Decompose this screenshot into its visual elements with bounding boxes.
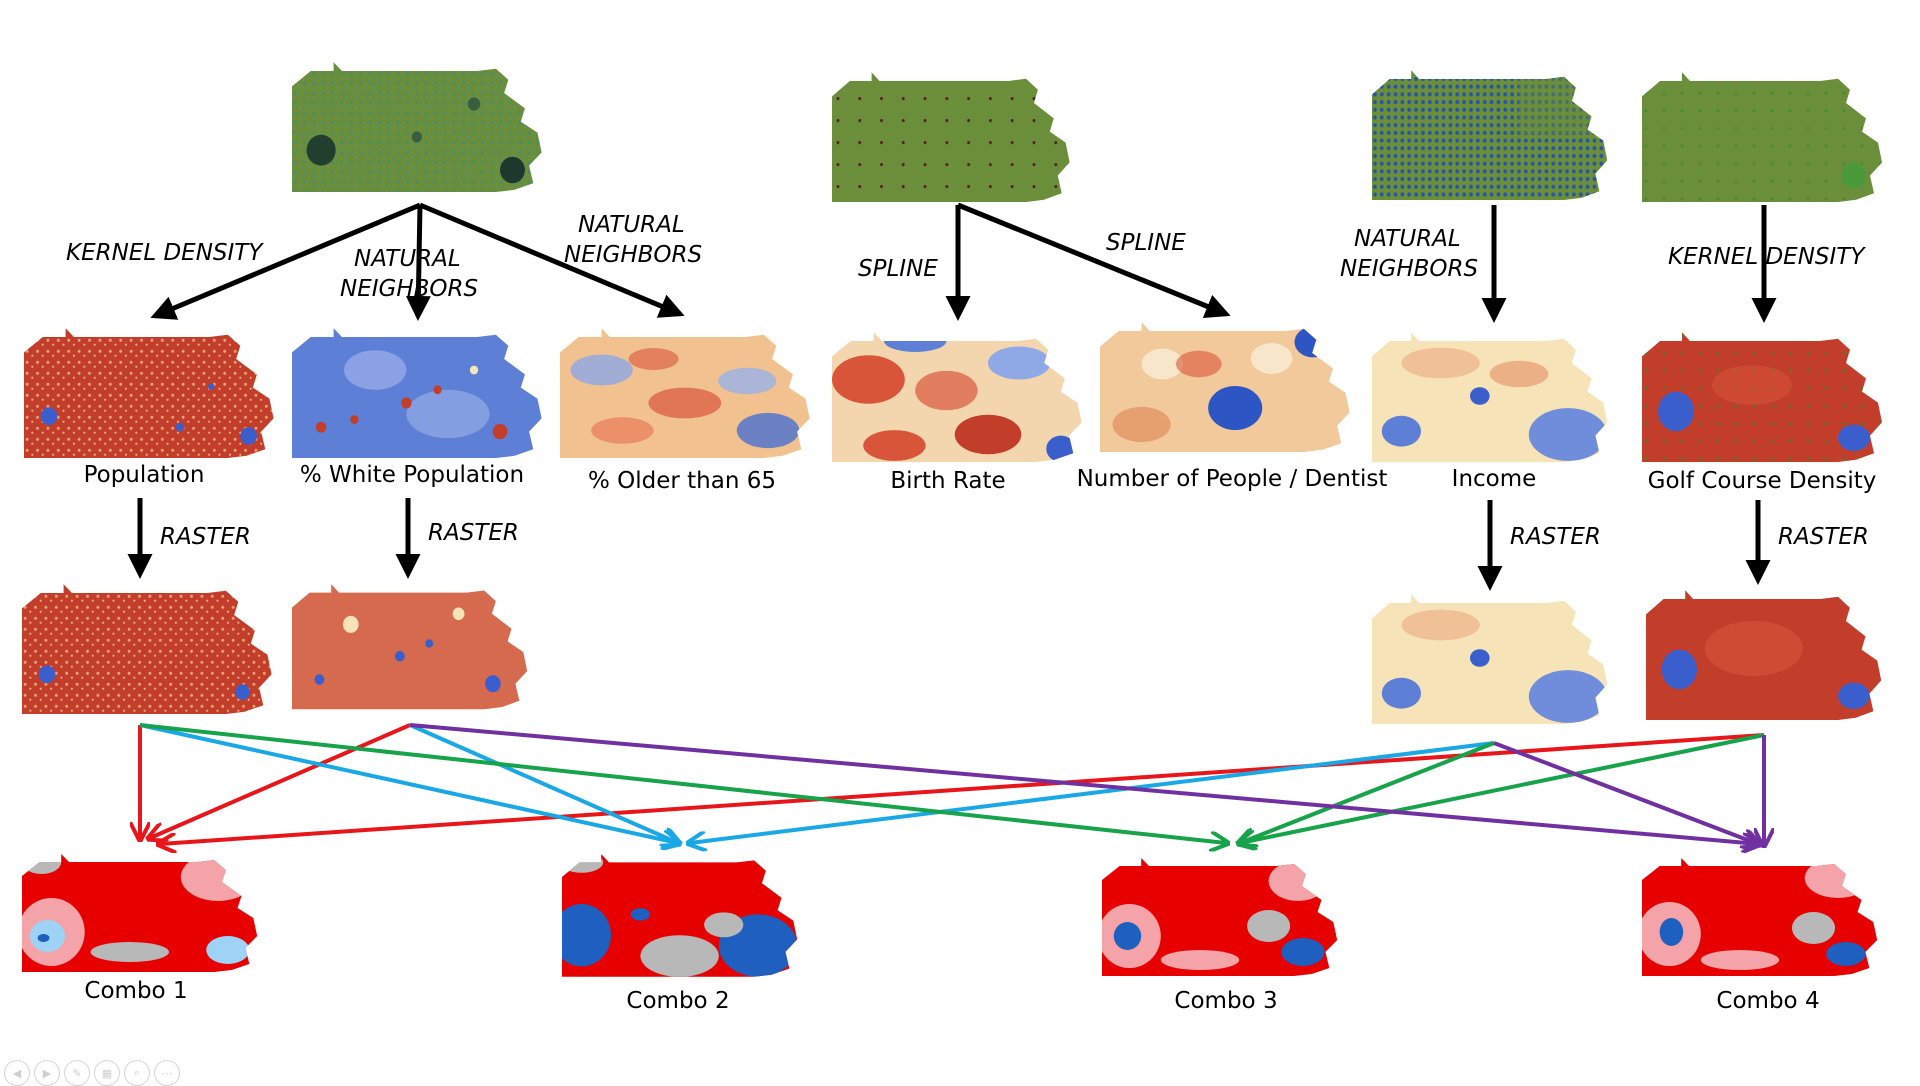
map-population-density (24, 328, 274, 458)
method-label-natural-neighbors-3a: NATURAL (1354, 226, 1461, 252)
map-income-points (1372, 70, 1608, 200)
map-golf-points (1642, 72, 1882, 202)
next-icon[interactable]: ▶ (34, 1060, 60, 1086)
map-white-population (292, 328, 542, 458)
map-population-points (292, 62, 542, 193)
map-income (1372, 332, 1608, 462)
label-combo-1: Combo 1 (84, 978, 187, 1004)
label-white-population: % White Population (300, 462, 524, 488)
prev-icon[interactable]: ◀ (4, 1060, 30, 1086)
label-population: Population (84, 462, 205, 488)
map-combo-4 (1642, 858, 1878, 976)
slideshow-toolbar: ◀ ▶ ✎ ▦ ⌕ ⋯ (4, 1060, 180, 1086)
method-label-raster-2: RASTER (428, 520, 519, 546)
label-birth-rate: Birth Rate (890, 468, 1005, 494)
combo-links (140, 723, 1764, 844)
slides-icon[interactable]: ▦ (94, 1060, 120, 1086)
method-label-natural-neighbors-1a: NATURAL (354, 246, 461, 272)
pen-icon[interactable]: ✎ (64, 1060, 90, 1086)
map-combo-1 (22, 854, 258, 972)
method-label-spline-2: SPLINE (1106, 230, 1186, 256)
raster-income (1372, 594, 1608, 724)
method-label-kernel-density-2: KERNEL DENSITY (1668, 244, 1866, 270)
zoom-icon[interactable]: ⌕ (124, 1060, 150, 1086)
more-icon[interactable]: ⋯ (154, 1060, 180, 1086)
raster-golf-course-density (1646, 590, 1882, 720)
label-combo-3: Combo 3 (1174, 988, 1277, 1014)
method-label-natural-neighbors-2b: NEIGHBORS (564, 242, 702, 268)
method-label-kernel-density-1: KERNEL DENSITY (66, 240, 264, 266)
map-birth-rate (832, 332, 1082, 462)
method-label-natural-neighbors-1b: NEIGHBORS (340, 276, 478, 302)
raster-white-population (292, 584, 528, 710)
method-label-natural-neighbors-2a: NATURAL (578, 212, 685, 238)
method-label-natural-neighbors-3b: NEIGHBORS (1340, 256, 1478, 282)
map-older-than-65 (560, 328, 810, 458)
map-people-per-dentist (1100, 322, 1350, 452)
method-label-raster-1: RASTER (160, 524, 251, 550)
raster-population (22, 584, 272, 714)
label-golf-course-density: Golf Course Density (1648, 468, 1877, 494)
method-label-raster-3: RASTER (1510, 524, 1601, 550)
method-label-spline-1: SPLINE (858, 256, 938, 282)
map-combo-3 (1102, 858, 1338, 976)
map-birth-points (832, 72, 1070, 202)
map-combo-2 (562, 854, 798, 977)
method-arrows (127, 202, 1777, 591)
label-income: Income (1452, 466, 1537, 492)
map-golf-course-density (1642, 332, 1882, 462)
label-people-per-dentist: Number of People / Dentist (1077, 466, 1388, 492)
method-label-raster-4: RASTER (1778, 524, 1869, 550)
label-combo-4: Combo 4 (1716, 988, 1819, 1014)
label-combo-2: Combo 2 (626, 988, 729, 1014)
label-older-than-65: % Older than 65 (588, 468, 776, 494)
